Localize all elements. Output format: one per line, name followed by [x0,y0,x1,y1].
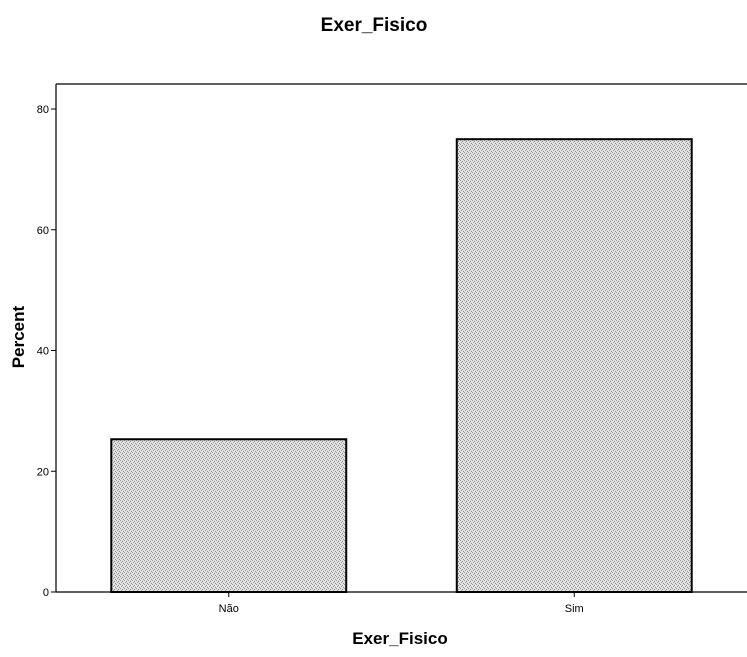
y-tick-label: 60 [37,225,49,237]
x-axis-title: Exer_Fisico [352,629,447,648]
y-tick-label: 40 [37,346,49,358]
bar-nao [110,438,348,593]
bar-sim [455,138,693,593]
chart-title: Exer_Fisico [321,15,428,36]
y-tick-label: 80 [37,104,49,116]
x-tick-label: Sim [565,603,584,615]
y-tick-label: 0 [43,587,49,599]
y-tick-label: 20 [37,466,49,478]
y-axis-title: Percent [9,305,28,368]
bars [110,138,693,593]
x-tick-label: Não [219,603,239,615]
y-axis-ticks: 0 20 40 60 80 [37,104,56,599]
x-axis-ticks: Não Sim [219,592,584,615]
